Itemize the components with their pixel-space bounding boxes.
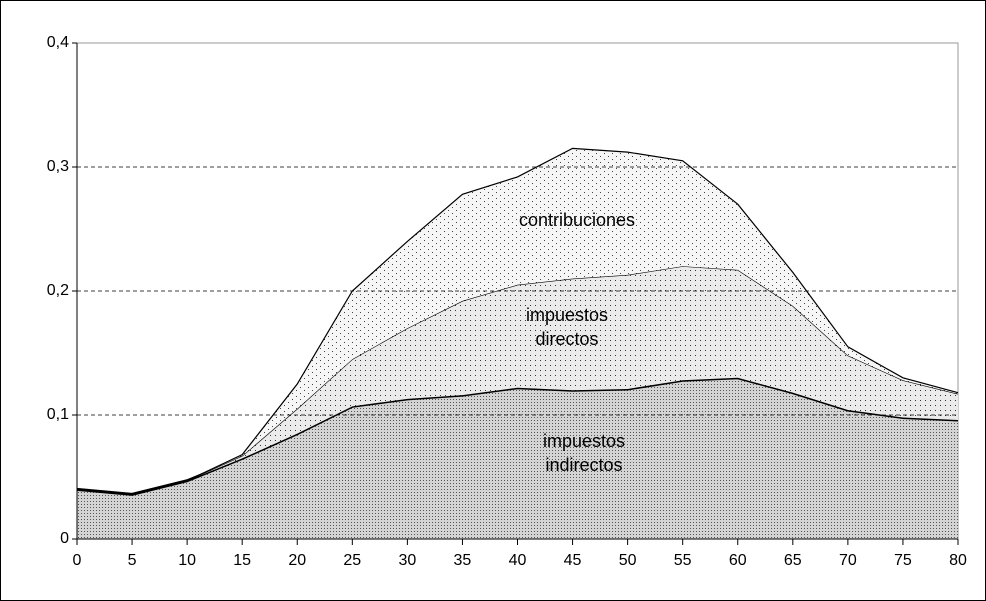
y-tick-label: 0: [60, 530, 69, 547]
x-tick-label: 0: [73, 552, 82, 569]
x-tick-label: 15: [233, 552, 251, 569]
series-line: [76, 147, 959, 495]
x-tick-label: 35: [454, 552, 472, 569]
x-tick-label: 20: [288, 552, 306, 569]
y-tick-label: 0,2: [47, 282, 69, 299]
x-tick-label: 55: [674, 552, 692, 569]
y-tick-label: 0,3: [47, 158, 69, 175]
area: [77, 377, 958, 539]
x-tick-label: 45: [564, 552, 582, 569]
x-tick-label: 80: [949, 552, 967, 569]
x-tick-label: 70: [839, 552, 857, 569]
x-tick-label: 10: [178, 552, 196, 569]
series-label: impuestos directos: [525, 305, 609, 349]
series-label: impuestos indirectos: [542, 431, 626, 475]
x-tick-label: 75: [894, 552, 912, 569]
x-tick-label: 25: [343, 552, 361, 569]
series-label: contribuciones: [518, 210, 636, 230]
x-tick-label: 40: [509, 552, 527, 569]
y-tick-label: 0,1: [47, 406, 69, 423]
area: [77, 148, 958, 495]
area: [77, 266, 958, 495]
x-tick-label: 5: [128, 552, 137, 569]
x-tick-label: 50: [619, 552, 637, 569]
x-tick-label: 30: [398, 552, 416, 569]
x-tick-label: 65: [784, 552, 802, 569]
x-tick-label: 60: [729, 552, 747, 569]
y-tick-label: 0,4: [47, 34, 69, 51]
